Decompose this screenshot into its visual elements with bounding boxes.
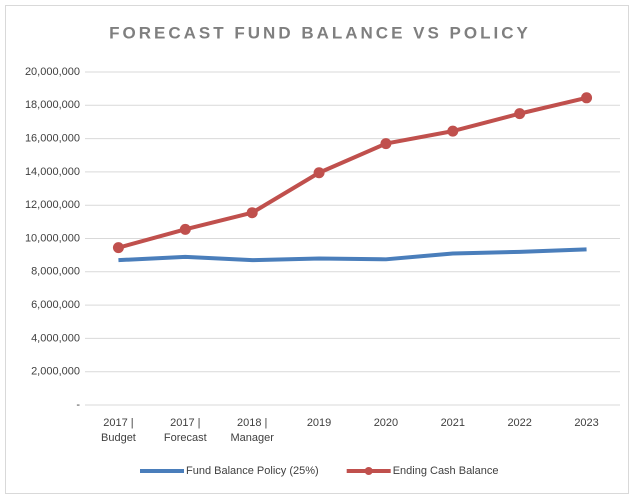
x-tick-label: 2023 [574,417,599,429]
y-tick-label: 12,000,000 [25,199,80,211]
x-tick-label: 2021 [440,417,466,429]
x-tick-label: 2017 | Budget [101,417,136,444]
y-tick-label: 18,000,000 [25,99,80,111]
marker [380,138,392,150]
marker [246,207,258,219]
x-tick-label: 2018 | Manager [230,417,274,444]
chart-title: FORECAST FUND BALANCE VS POLICY [109,23,531,42]
x-tick-label: 2020 [373,417,399,429]
y-tick-label: 20,000,000 [25,66,80,78]
x-tick-label: 2019 [306,417,332,429]
x-tick-label: 2022 [507,417,532,429]
legend-label: Ending Cash Balance [393,465,499,477]
marker [514,108,526,120]
y-tick-label: 6,000,000 [31,299,80,311]
marker [447,125,459,137]
marker [313,167,325,179]
series-line [118,247,587,263]
series-line [117,95,588,250]
y-tick-label: 8,000,000 [31,266,80,278]
marker [581,92,593,104]
y-tick-label: 2,000,000 [31,366,80,378]
x-tick-label: 2017 | Forecast [163,417,207,444]
chart-border [5,5,629,494]
marker [112,242,124,254]
legend-marker [364,467,373,475]
marker [179,223,191,235]
y-tick-label: 10,000,000 [25,232,80,244]
y-tick-label: 14,000,000 [25,166,80,178]
legend-label: Fund Balance Policy (25%) [186,465,319,477]
y-tick-label: 4,000,000 [31,332,80,344]
y-tick-label: - [76,399,80,411]
y-tick-label: 16,000,000 [25,133,80,145]
